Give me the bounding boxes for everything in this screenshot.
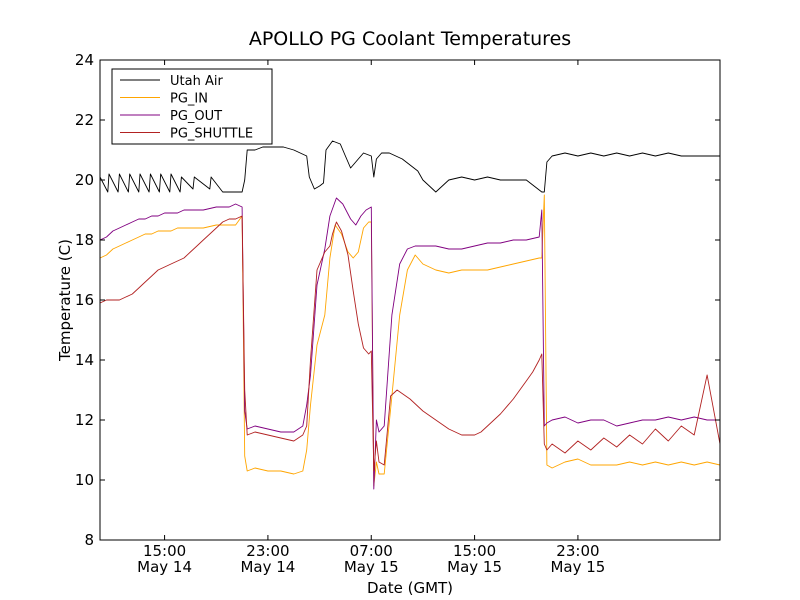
- y-axis-label: Temperature (C): [56, 239, 74, 362]
- x-tick-label-date: May 15: [550, 558, 605, 576]
- x-tick-label-time: 07:00: [350, 542, 393, 560]
- legend-box: [111, 68, 273, 145]
- x-tick-label-time: 15:00: [143, 542, 186, 560]
- y-tick-label: 8: [84, 531, 94, 549]
- legend-label: PG_SHUTTLE: [170, 127, 253, 142]
- y-tick-label: 14: [75, 351, 94, 369]
- series-line-pg-out: [99, 197, 720, 490]
- x-tick-label-date: May 14: [240, 558, 295, 576]
- series-line-pg-in: [99, 194, 721, 487]
- y-tick-label: 10: [75, 471, 94, 489]
- legend-label: PG_OUT: [170, 109, 222, 124]
- series-line-utah-air: [99, 140, 720, 193]
- y-tick-label: 24: [75, 51, 94, 69]
- y-tick-label: 16: [75, 291, 94, 309]
- x-tick-label-time: 15:00: [453, 542, 496, 560]
- x-axis-label: Date (GMT): [367, 579, 453, 597]
- legend: Utah Air PG_IN PG_OUT PG_SHUTTLE: [111, 68, 273, 145]
- plot-lines: [99, 140, 721, 490]
- y-tick-label: 18: [75, 231, 94, 249]
- x-tick-label-date: May 14: [137, 558, 192, 576]
- y-tick-label: 22: [75, 111, 94, 129]
- chart-title: APOLLO PG Coolant Temperatures: [249, 28, 571, 50]
- y-tick-label: 20: [75, 171, 94, 189]
- x-tick-label-date: May 15: [447, 558, 502, 576]
- y-axis: 8 10 12 14 16 18 20 22 24: [75, 51, 720, 549]
- series-line-pg-shuttle: [99, 215, 721, 472]
- x-tick-label-time: 23:00: [556, 542, 599, 560]
- x-tick-label-time: 23:00: [246, 542, 289, 560]
- x-tick-label-date: May 15: [344, 558, 399, 576]
- y-tick-label: 12: [75, 411, 94, 429]
- legend-label: Utah Air: [170, 74, 223, 89]
- legend-label: PG_IN: [170, 92, 208, 107]
- legend-entries: Utah Air PG_IN PG_OUT PG_SHUTTLE: [120, 74, 253, 142]
